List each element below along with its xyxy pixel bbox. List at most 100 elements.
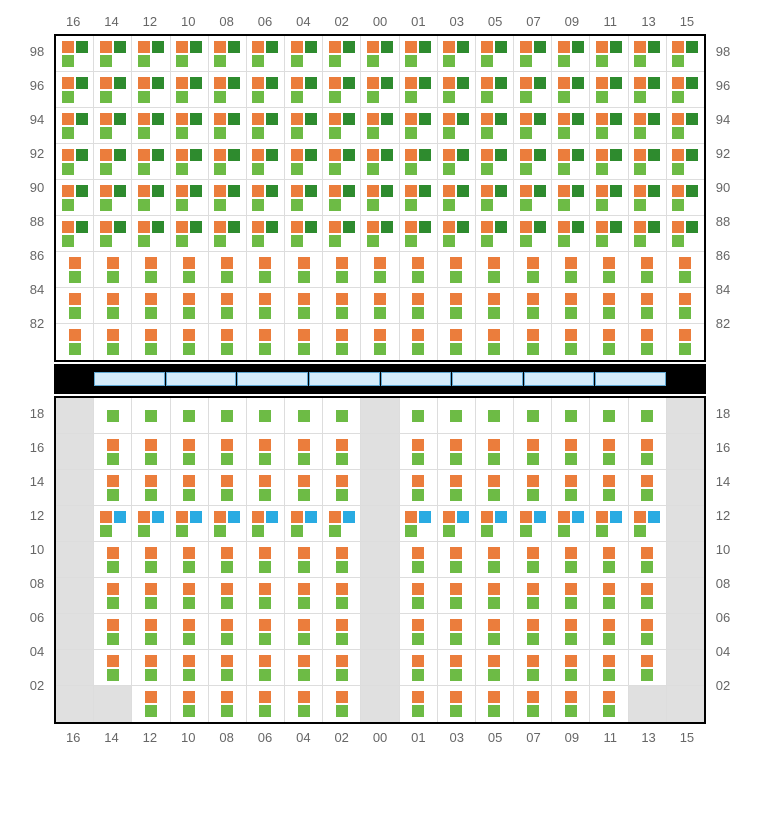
status-square <box>450 271 462 283</box>
rack-cell <box>552 650 590 686</box>
status-square <box>412 271 424 283</box>
status-square <box>291 41 303 53</box>
status-square <box>450 633 462 645</box>
mid-segment <box>381 372 452 386</box>
status-square <box>419 41 431 53</box>
rack-cell <box>552 144 590 180</box>
rack-cell <box>361 434 399 470</box>
row-label: 96 <box>20 68 54 102</box>
status-square <box>69 307 81 319</box>
status-square <box>558 199 570 211</box>
status-square <box>596 511 608 523</box>
status-square <box>152 41 164 53</box>
status-square <box>450 453 462 465</box>
status-square <box>457 185 469 197</box>
rack-cell <box>132 36 170 72</box>
status-square <box>641 547 653 559</box>
status-square <box>183 583 195 595</box>
status-square <box>374 257 386 269</box>
status-square <box>527 583 539 595</box>
status-square <box>603 597 615 609</box>
status-square <box>221 410 233 422</box>
col-header: 00 <box>361 730 399 745</box>
rack-cell <box>476 108 514 144</box>
status-square <box>252 41 264 53</box>
status-square <box>412 633 424 645</box>
status-square <box>138 127 150 139</box>
status-square <box>374 329 386 341</box>
status-square <box>603 669 615 681</box>
rack-cell <box>209 650 247 686</box>
status-square <box>100 221 112 233</box>
status-square <box>176 185 188 197</box>
rack-cell <box>667 398 704 434</box>
status-square <box>534 113 546 125</box>
status-square <box>298 271 310 283</box>
rack-cell <box>247 398 285 434</box>
status-square <box>558 127 570 139</box>
status-square <box>527 597 539 609</box>
status-square <box>214 127 226 139</box>
status-square <box>305 77 317 89</box>
rack-cell <box>514 398 552 434</box>
row-label: 88 <box>706 204 740 238</box>
status-square <box>228 41 240 53</box>
status-square <box>329 55 341 67</box>
status-square <box>69 329 81 341</box>
rack-cell <box>590 288 628 324</box>
status-square <box>176 163 188 175</box>
status-square <box>686 149 698 161</box>
status-square <box>336 343 348 355</box>
rack-cell <box>323 398 361 434</box>
status-square <box>291 235 303 247</box>
mid-separator <box>54 364 706 394</box>
status-square <box>405 163 417 175</box>
status-square <box>443 185 455 197</box>
status-square <box>603 410 615 422</box>
status-square <box>336 691 348 703</box>
rack-cell <box>438 36 476 72</box>
status-square <box>291 163 303 175</box>
status-square <box>603 489 615 501</box>
row-label: 16 <box>20 430 54 464</box>
status-square <box>138 149 150 161</box>
status-square <box>62 185 74 197</box>
rack-cell <box>667 216 704 252</box>
status-square <box>603 453 615 465</box>
status-square <box>641 655 653 667</box>
status-square <box>214 55 226 67</box>
status-square <box>176 113 188 125</box>
status-square <box>336 633 348 645</box>
status-square <box>520 77 532 89</box>
status-square <box>62 91 74 103</box>
status-square <box>228 185 240 197</box>
status-square <box>183 547 195 559</box>
rack-cell <box>285 252 323 288</box>
status-square <box>252 199 264 211</box>
status-square <box>381 77 393 89</box>
status-square <box>138 41 150 53</box>
status-square <box>291 113 303 125</box>
status-square <box>412 453 424 465</box>
status-square <box>190 41 202 53</box>
status-square <box>336 439 348 451</box>
status-square <box>298 329 310 341</box>
rack-cell <box>361 216 399 252</box>
status-square <box>76 149 88 161</box>
status-square <box>450 597 462 609</box>
rack-cell <box>476 72 514 108</box>
row-label: 10 <box>706 532 740 566</box>
status-square <box>679 329 691 341</box>
status-square <box>252 91 264 103</box>
rack-cell <box>438 252 476 288</box>
rack-cell <box>361 542 399 578</box>
status-square <box>634 77 646 89</box>
col-header: 12 <box>131 14 169 29</box>
status-square <box>520 185 532 197</box>
status-square <box>481 221 493 233</box>
status-square <box>107 547 119 559</box>
col-header: 03 <box>438 730 476 745</box>
rack-cell <box>400 288 438 324</box>
rack-cell <box>590 470 628 506</box>
row-label: 06 <box>20 600 54 634</box>
